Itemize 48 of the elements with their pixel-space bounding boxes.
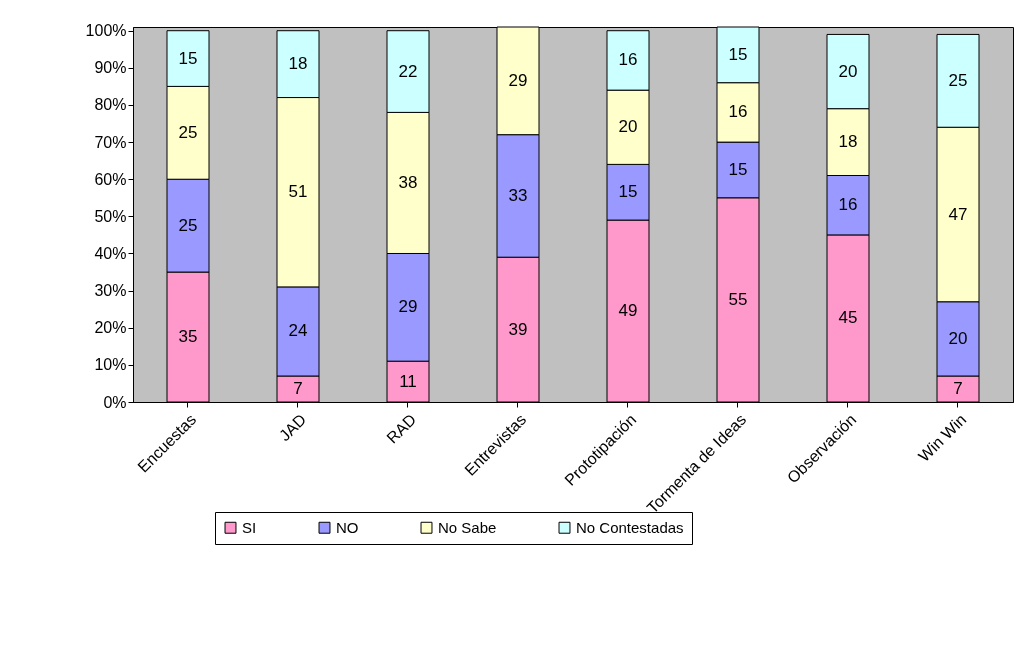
legend-label: NO [336,518,359,536]
y-tick-label: 30% [94,282,127,300]
data-label: 45 [838,308,858,328]
data-label: 16 [728,102,748,122]
data-label: 25 [948,70,968,90]
data-label: 18 [288,54,308,74]
data-label: 24 [288,321,308,341]
data-label: 25 [178,215,198,235]
data-label: 20 [838,61,858,81]
y-tick-label: 90% [94,59,127,77]
legend-label: No Sabe [438,518,497,536]
x-tick-label: Win Win [915,410,970,465]
data-label: 35 [178,327,198,347]
data-label: 18 [838,132,858,152]
data-label: 16 [838,195,858,215]
data-label: 22 [398,61,418,81]
y-tick-label: 70% [94,133,127,151]
data-label: 15 [728,44,748,64]
data-label: 20 [948,328,968,348]
data-label: 7 [953,379,963,398]
y-tick-label: 60% [94,170,127,188]
data-label: 49 [618,301,638,321]
data-label: 25 [178,122,198,142]
data-label: 29 [398,297,418,317]
y-tick-label: 0% [103,393,127,411]
y-tick-label: 100% [85,22,127,40]
data-label: 20 [618,117,638,137]
data-label: 7 [293,379,303,398]
legend-label: SI [242,518,257,536]
data-label: 15 [178,48,198,68]
data-label: 39 [508,319,528,339]
data-label: 11 [399,371,417,391]
y-tick-label: 80% [94,96,127,114]
data-label: 29 [508,70,528,90]
y-tick-label: 20% [94,319,127,337]
x-tick-label: JAD [275,410,310,445]
y-tick-label: 10% [94,356,127,374]
data-label: 55 [728,289,748,309]
data-label: 38 [398,172,418,192]
y-tick-label: 50% [94,207,127,225]
data-label: 47 [948,204,968,224]
data-label: 51 [288,182,308,202]
data-label: 16 [618,50,638,70]
data-label: 15 [728,159,748,179]
legend-label: No Contestadas [576,518,684,536]
data-label: 15 [618,182,638,202]
y-tick-label: 40% [94,244,127,262]
data-label: 33 [508,185,528,205]
